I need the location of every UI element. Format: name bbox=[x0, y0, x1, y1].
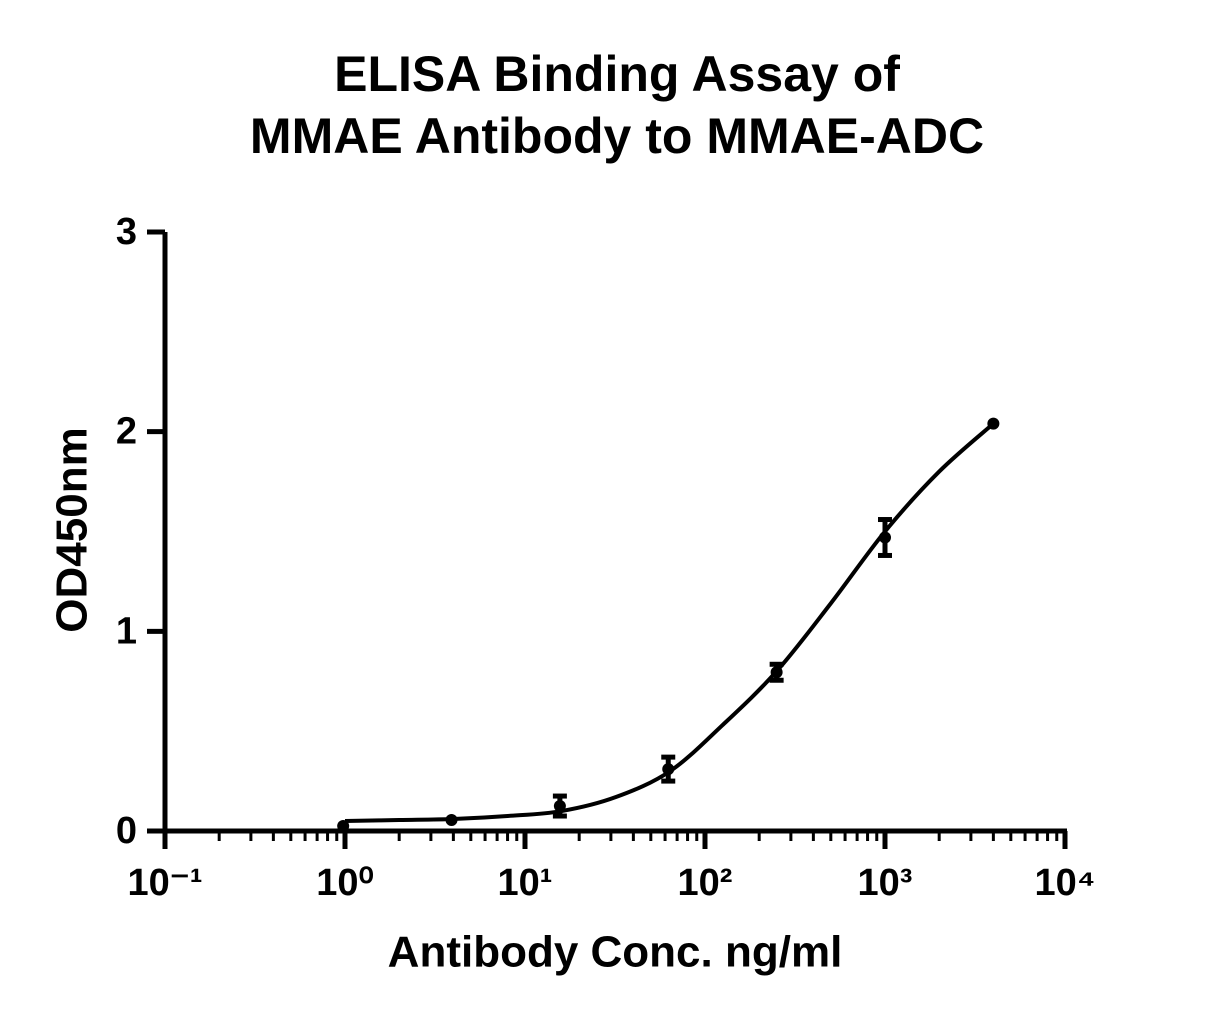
y-tick-label: 1 bbox=[116, 610, 137, 652]
x-tick-label: 10³ bbox=[858, 862, 913, 904]
data-point bbox=[337, 820, 350, 833]
y-tick-label: 2 bbox=[116, 411, 137, 453]
data-point bbox=[553, 800, 566, 813]
x-tick-label: 10² bbox=[678, 862, 733, 904]
x-tick-label: 10⁻¹ bbox=[128, 862, 203, 904]
chart-title: MMAE Antibody to MMAE-ADC bbox=[250, 108, 984, 164]
y-tick-label: 3 bbox=[116, 211, 137, 253]
data-point bbox=[662, 763, 675, 776]
data-point bbox=[770, 666, 783, 679]
x-tick-label: 10⁴ bbox=[1034, 862, 1095, 904]
data-point bbox=[445, 814, 458, 827]
x-tick-label: 10⁰ bbox=[316, 862, 374, 904]
x-tick-label: 10¹ bbox=[498, 862, 553, 904]
data-point bbox=[987, 417, 1000, 430]
chart-title: ELISA Binding Assay of bbox=[334, 46, 900, 102]
data-point bbox=[879, 531, 891, 544]
y-axis-label: OD450nm bbox=[48, 427, 97, 632]
x-axis-label: Antibody Conc. ng/ml bbox=[388, 928, 843, 977]
y-tick-label: 0 bbox=[116, 810, 137, 852]
